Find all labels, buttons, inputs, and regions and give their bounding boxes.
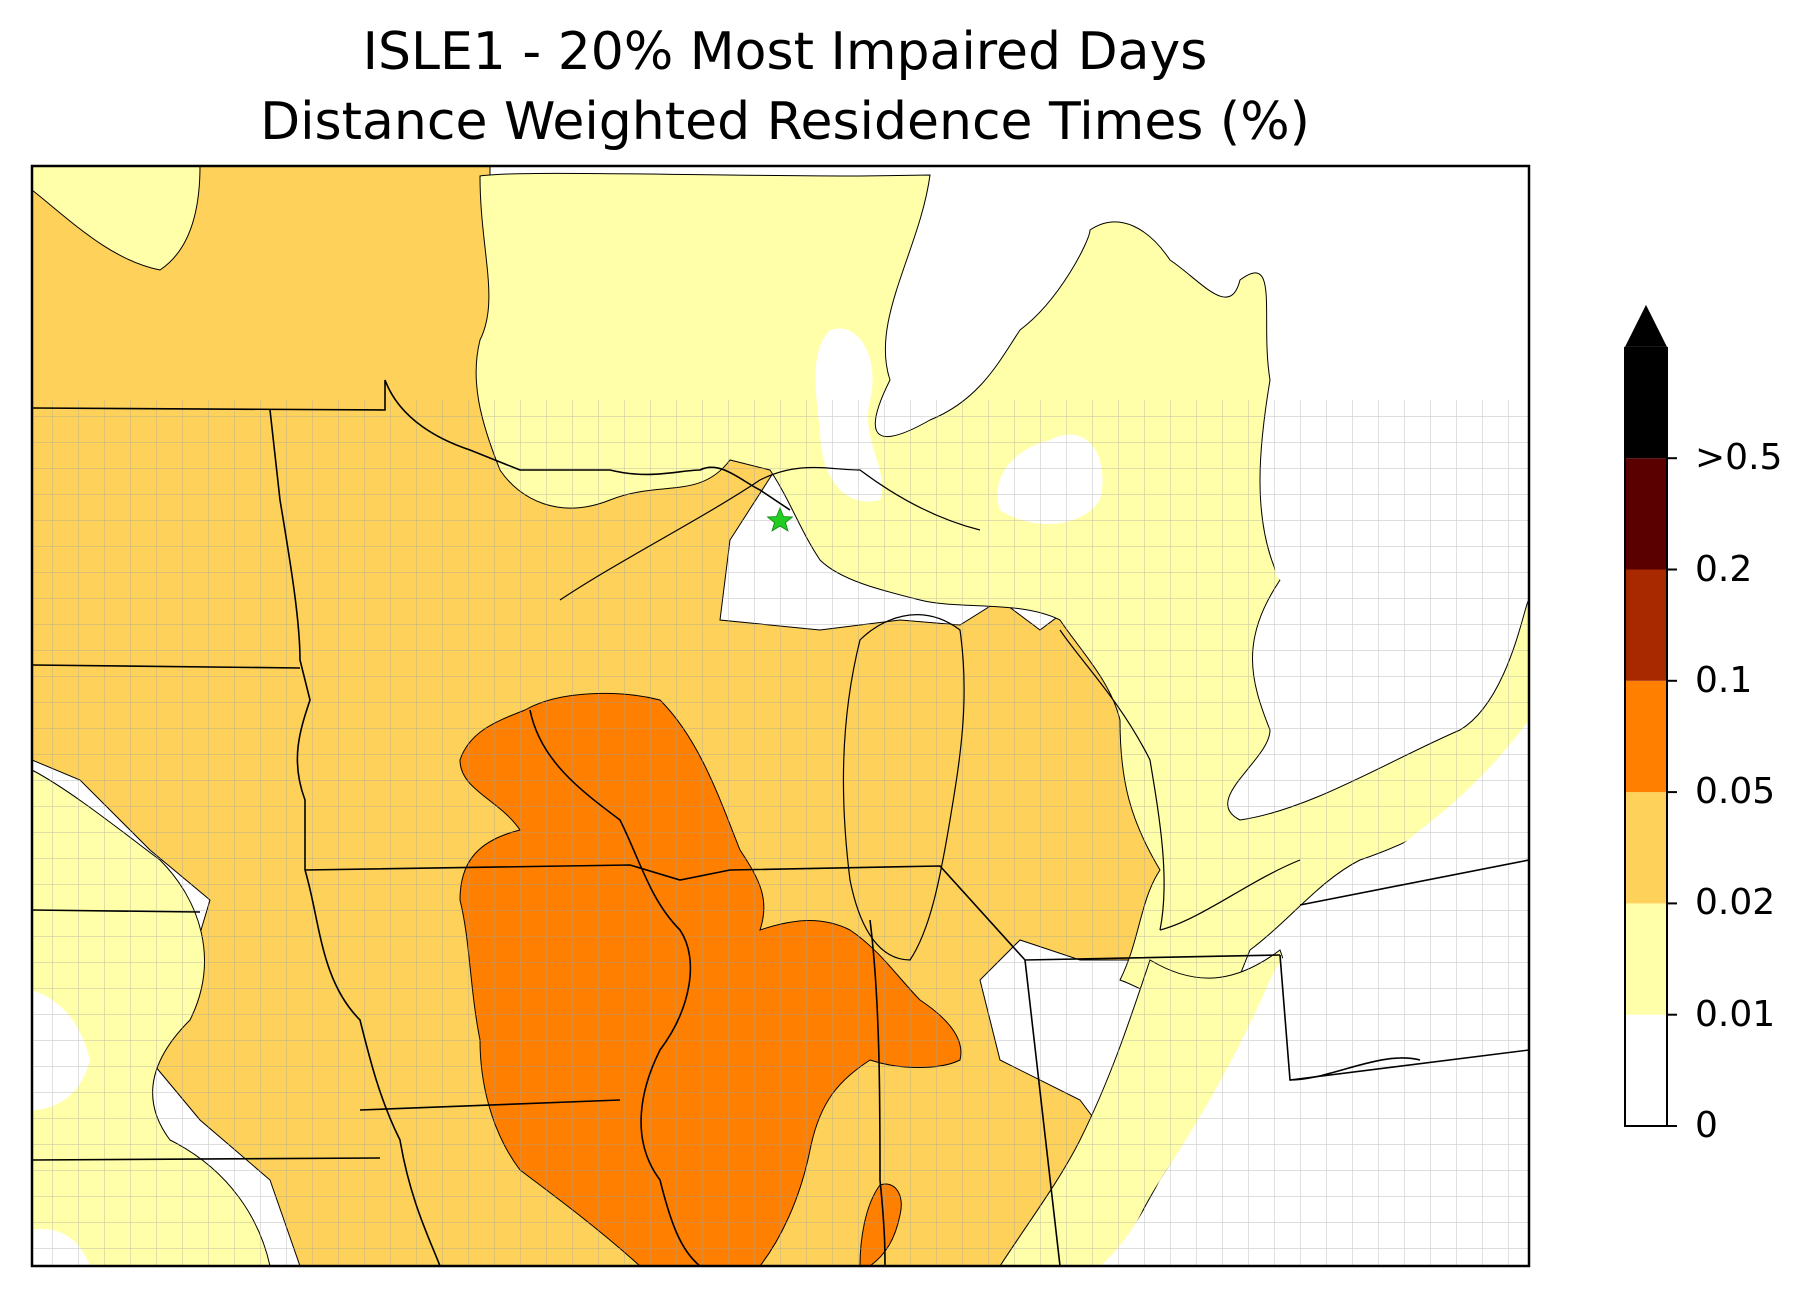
colorbar-label-3: 0.05 [1695,771,1776,813]
map-title-line1: ISLE1 - 20% Most Impaired Days [362,22,1208,82]
map-title-line2: Distance Weighted Residence Times (%) [260,92,1310,152]
lake-michigan-shore [842,614,965,961]
colorbar-label-4: 0.1 [1695,659,1753,701]
residence-zone-0.01-0.02-nw [32,166,201,271]
colorbar-bin-2 [1625,792,1667,904]
colorbar-bin-3 [1625,680,1667,793]
colorbar-label-6: >0.5 [1695,437,1783,479]
lake-superior-shore [559,466,981,601]
state-boundaries [32,379,1529,1266]
colorbar [1624,304,1677,1127]
colorbar-label-5: 0.2 [1695,548,1753,590]
site-star-icon [766,506,794,532]
map-area [32,166,1529,1266]
colorbar-bin-1 [1625,903,1667,1015]
colorbar-extend-arrow [1625,304,1667,347]
great-lakes-outlines [559,466,1301,961]
colorbar-bin-0 [1625,1014,1667,1126]
colorbar-outline [1624,346,1668,1127]
map-frame [30,164,1531,1268]
colorbar-bin-6 [1625,346,1667,459]
colorbar-bin-4 [1625,569,1667,681]
colorbar-label-1: 0.01 [1695,993,1776,1035]
colorbar-label-2: 0.02 [1695,882,1776,924]
lake-huron-shore [1059,629,1165,931]
colorbar-label-0: 0 [1695,1105,1718,1146]
colorbar-bin-5 [1625,458,1667,570]
lake-erie-shore [1159,859,1301,931]
county-grid [32,400,1529,1266]
